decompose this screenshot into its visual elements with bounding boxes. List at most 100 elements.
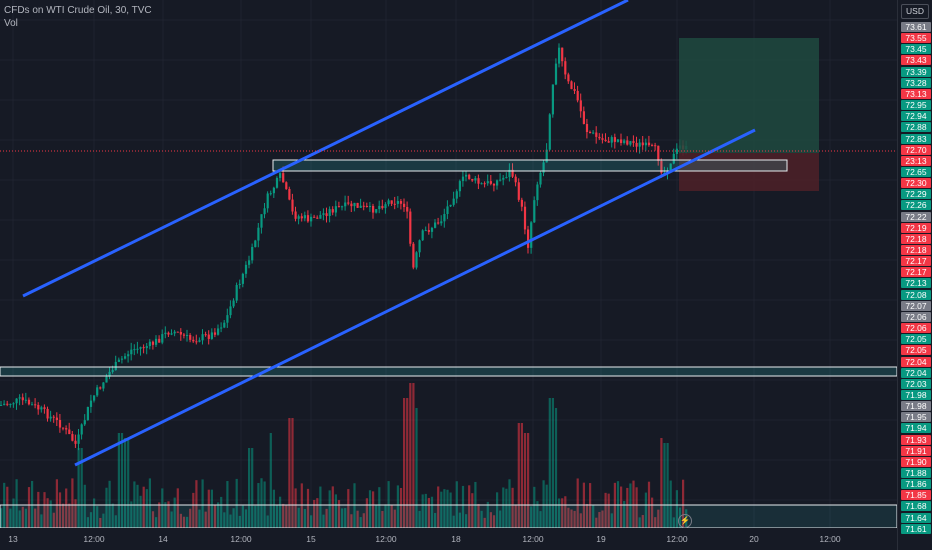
- candle-body: [660, 160, 663, 173]
- candle-body: [43, 407, 46, 409]
- candle-body: [440, 221, 443, 224]
- price-label: 72.04: [901, 367, 931, 378]
- candle-body: [337, 206, 341, 208]
- volume-bar: [65, 488, 68, 528]
- candle-body: [465, 174, 468, 177]
- volume-bar: [548, 398, 551, 528]
- volume-bar: [533, 486, 536, 528]
- channel-lower-line[interactable]: [74, 128, 756, 467]
- candle-body: [359, 205, 362, 208]
- candle-body: [545, 149, 548, 163]
- price-label: 72.65: [901, 166, 931, 177]
- volume-bar: [669, 480, 672, 528]
- support-zone[interactable]: [0, 366, 897, 377]
- volume-bar: [55, 479, 58, 528]
- volume-bar: [24, 508, 27, 528]
- volume-bar: [40, 514, 43, 528]
- volume-bar: [567, 507, 570, 528]
- volume-bar: [241, 505, 244, 528]
- volume-bar: [595, 517, 598, 528]
- volume-bar: [111, 503, 114, 528]
- candle-body: [6, 403, 9, 405]
- volume-bar: [12, 498, 15, 528]
- volume-bar: [210, 489, 213, 528]
- price-chart[interactable]: [0, 0, 897, 528]
- candle-body: [341, 206, 344, 208]
- volume-bar: [303, 509, 306, 528]
- candle-body: [195, 341, 198, 343]
- volume-bar: [434, 513, 437, 528]
- time-axis[interactable]: 13 12:00 14 12:00 15 12:00 18 12:00 19 12:00 20 12:…: [0, 528, 897, 550]
- volume-bar: [300, 483, 303, 528]
- candle-body: [561, 47, 564, 62]
- price-label: 71.85: [901, 490, 931, 501]
- lightning-icon[interactable]: ⚡: [678, 514, 692, 528]
- volume-bar: [223, 512, 226, 528]
- price-axis[interactable]: 73.61 73.55 73.45 73.43 73.39 73.28 73.13 72.95…: [897, 0, 932, 550]
- candle-body: [610, 137, 613, 143]
- channel-upper-line[interactable]: [22, 0, 629, 298]
- price-label: 72.06: [901, 323, 931, 334]
- volume-bar: [71, 478, 74, 528]
- candle-body: [390, 200, 393, 204]
- volume-bar: [158, 502, 161, 528]
- candle-body: [554, 63, 558, 85]
- currency-button[interactable]: USD: [901, 4, 929, 19]
- price-label: 72.03: [901, 378, 931, 389]
- candle-body: [74, 440, 77, 444]
- candle-body: [77, 434, 80, 444]
- symbol-title[interactable]: CFDs on WTI Crude Oil, 30, TVC: [4, 5, 152, 16]
- candle-body: [155, 338, 158, 345]
- candle-body: [151, 341, 155, 345]
- time-label: 12:00: [819, 534, 841, 544]
- volume-bar: [337, 500, 341, 528]
- volume-bar: [285, 504, 288, 528]
- candle-body: [551, 84, 554, 115]
- candle-body: [461, 176, 465, 182]
- candle-body: [437, 222, 440, 224]
- volume-bar: [155, 517, 158, 528]
- candle-body: [198, 340, 201, 342]
- volume-bar: [316, 498, 319, 528]
- candle-body: [344, 202, 347, 207]
- candle-body: [486, 181, 489, 184]
- volume-bar: [452, 515, 455, 528]
- volume-bar: [328, 490, 331, 528]
- volume-bar: [31, 480, 34, 528]
- candle-body: [477, 178, 480, 184]
- volume-legend[interactable]: Vol: [4, 18, 18, 29]
- price-label: 72.07: [901, 300, 931, 311]
- volume-bar: [93, 498, 96, 528]
- price-label: 71.90: [901, 456, 931, 467]
- candle-body: [452, 198, 455, 205]
- volume-bar: [173, 497, 176, 528]
- candle-body: [638, 142, 641, 147]
- volume-bar: [254, 505, 257, 528]
- candle-body: [412, 243, 415, 268]
- target-zone[interactable]: [679, 38, 819, 153]
- resistance-zone[interactable]: [272, 159, 788, 172]
- candle-body: [272, 187, 275, 194]
- candle-body: [300, 216, 303, 219]
- stop-zone[interactable]: [679, 153, 819, 191]
- candle-body: [533, 200, 536, 223]
- volume-bar: [403, 398, 406, 528]
- candle-body: [399, 201, 403, 204]
- price-label: 72.22: [901, 211, 931, 222]
- volume-bar: [601, 510, 604, 528]
- time-label: 12:00: [522, 534, 544, 544]
- candle-body: [68, 429, 71, 435]
- volume-bar: [151, 511, 155, 528]
- candle-body: [285, 182, 288, 189]
- price-label: 71.95: [901, 412, 931, 423]
- candle-body: [46, 408, 49, 419]
- candle-body: [328, 209, 331, 216]
- candle-body: [536, 184, 539, 201]
- volume-bar: [486, 501, 489, 528]
- candle-body: [647, 142, 651, 146]
- volume-bar: [220, 496, 223, 528]
- volume-bar: [74, 499, 77, 528]
- bottom-zone[interactable]: [0, 504, 897, 528]
- candle-body: [269, 193, 272, 195]
- volume-bar: [52, 512, 55, 528]
